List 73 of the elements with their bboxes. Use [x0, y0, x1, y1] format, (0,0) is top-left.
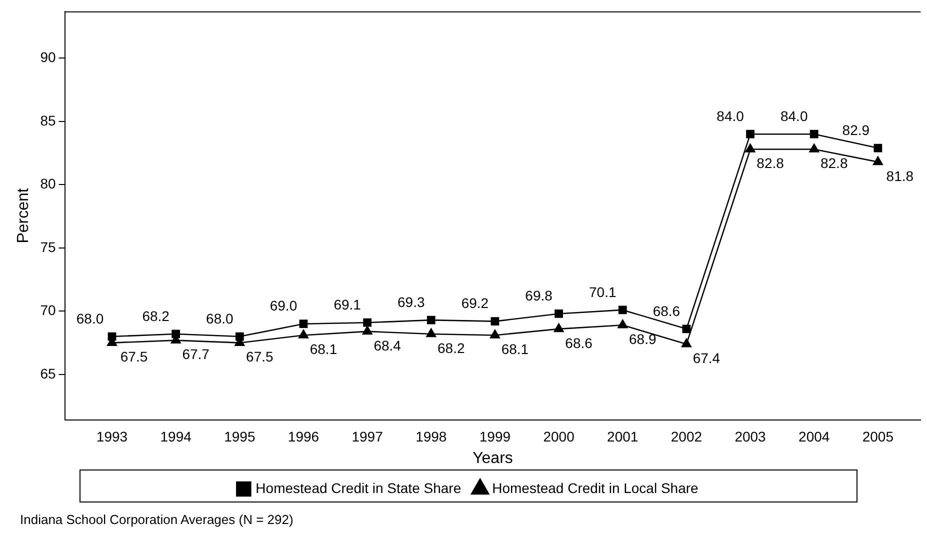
x-tick-label: 2005 [862, 428, 894, 444]
data-label: 68.1 [310, 341, 338, 358]
point [235, 332, 244, 341]
data-label: 67.5 [120, 348, 148, 365]
point [490, 317, 500, 326]
point [554, 323, 564, 332]
point [745, 144, 756, 152]
x-tick-label: 2004 [798, 428, 830, 444]
point [682, 324, 691, 334]
point [681, 338, 692, 348]
point [810, 130, 818, 138]
point [874, 144, 882, 152]
x-axis-title: Years [472, 450, 513, 467]
x-tick-label: 1996 [288, 428, 320, 444]
text: Indiana School Corporation Averages (N = 292) [20, 512, 294, 527]
data-label: 69.2 [461, 295, 489, 312]
data-label: 68.2 [142, 308, 170, 324]
point [809, 144, 820, 152]
point [426, 316, 436, 324]
data-label: 69.8 [525, 288, 553, 304]
x-tick-label: 1997 [352, 428, 384, 444]
data-label: 81.8 [886, 168, 914, 184]
y-tick-label: 65 [40, 365, 56, 382]
point [618, 319, 628, 328]
point [299, 320, 308, 328]
data-label: 68.6 [565, 334, 593, 351]
point [746, 130, 754, 138]
x-tick-label: 2003 [734, 428, 766, 444]
x-tick-label: 1995 [224, 428, 256, 444]
y-axis-title: Percent [15, 188, 32, 244]
y-tick-label: 80 [40, 176, 56, 192]
data-label: 68.4 [374, 337, 402, 354]
point [362, 326, 372, 335]
y-tick-label: 90 [40, 49, 56, 66]
point [108, 332, 116, 341]
x-tick-label: 1999 [479, 428, 511, 444]
y-tick-label: 75 [40, 238, 56, 255]
point [618, 306, 627, 314]
data-label: 82.8 [756, 155, 784, 172]
data-label: 68.1 [501, 341, 529, 358]
data-label: 69.0 [270, 298, 298, 314]
data-label: 84.0 [780, 108, 808, 124]
data-label: 68.0 [206, 310, 234, 326]
point [298, 330, 308, 338]
point [490, 330, 500, 338]
point [554, 310, 563, 318]
y-tick-label: 85 [40, 112, 56, 128]
y-tick-label: 70 [40, 302, 56, 318]
x-tick-label: 2000 [543, 428, 575, 444]
data-label: 68.9 [629, 330, 656, 347]
x-tick-label: 2002 [670, 428, 702, 444]
data-label: 69.3 [398, 294, 425, 310]
point [172, 330, 180, 338]
data-label: 84.0 [716, 108, 744, 124]
legend-label: Homestead Credit in State Share [256, 480, 462, 496]
data-label: 68.0 [76, 310, 104, 326]
x-tick-label: 2001 [607, 428, 638, 444]
legend-label: Homestead Credit in Local Share [492, 480, 699, 496]
data-label: 68.2 [438, 340, 465, 356]
point [426, 328, 436, 338]
data-label: 70.1 [589, 284, 616, 300]
x-tick-label: 1998 [416, 428, 447, 444]
data-label: 69.1 [334, 296, 362, 312]
data-label: 67.4 [692, 350, 720, 366]
data-label: 68.6 [652, 302, 680, 319]
data-label: 67.5 [246, 348, 274, 365]
data-label: 67.7 [182, 346, 210, 362]
point [363, 318, 372, 327]
data-label: 82.8 [820, 155, 848, 172]
x-tick-label: 1993 [96, 428, 128, 444]
point [872, 156, 883, 166]
x-tick-label: 1994 [160, 428, 192, 444]
data-label: 82.9 [842, 122, 870, 138]
